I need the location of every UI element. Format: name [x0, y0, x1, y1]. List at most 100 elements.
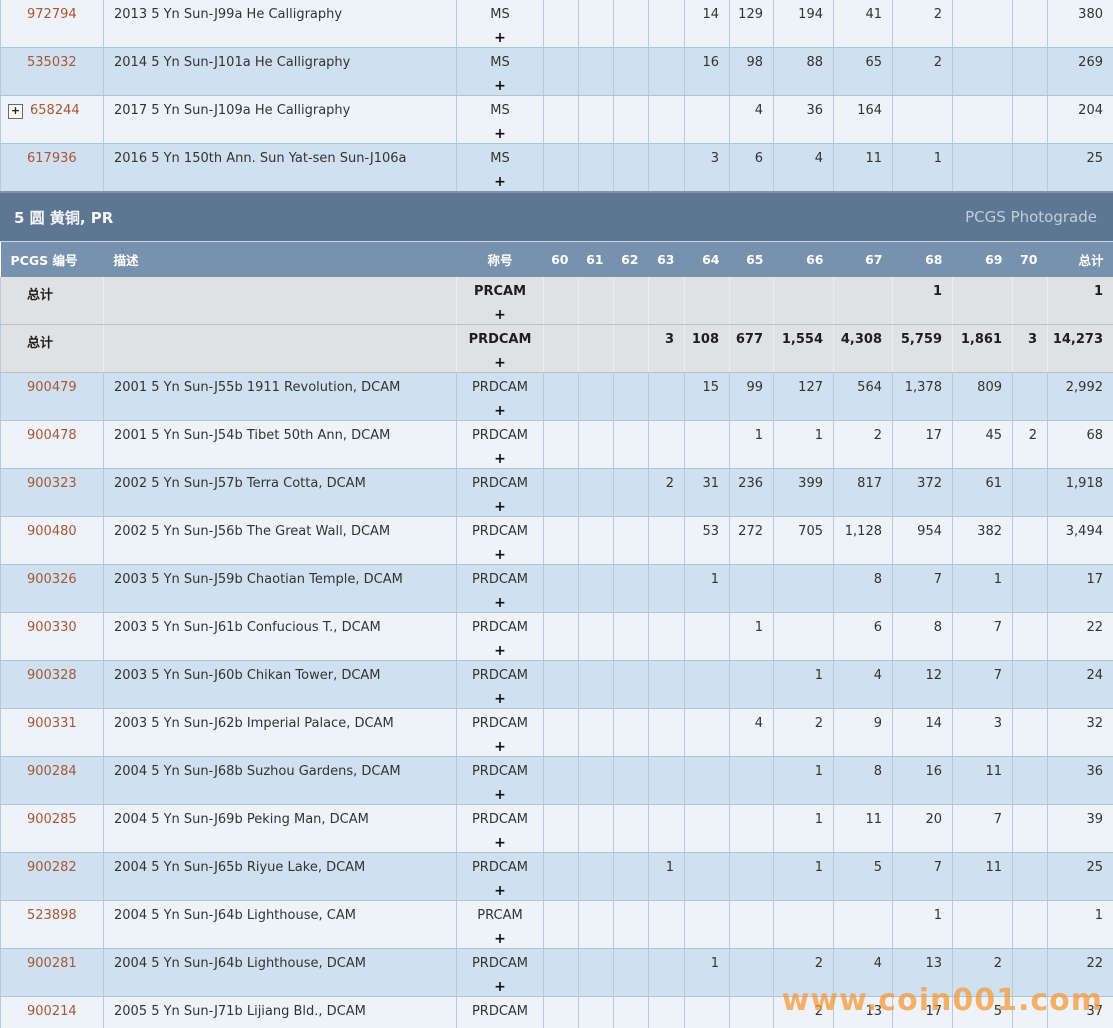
pcgs-number-link[interactable]: 900330 — [27, 620, 77, 635]
table-row: 900330 2003 5 Yn Sun-J61b Confucious T., … — [0, 612, 1113, 661]
grade-67-cell: 564 — [833, 372, 893, 421]
grade-60-cell — [543, 948, 579, 997]
pcgs-number-link[interactable]: 900284 — [27, 764, 77, 779]
grade-63-cell — [648, 372, 685, 421]
pcgs-number-link[interactable]: 658244 — [30, 103, 80, 118]
pcgs-number-link[interactable]: 617936 — [27, 151, 77, 166]
grade-67-cell: 1,128 — [833, 516, 893, 565]
grade-62-cell — [613, 660, 649, 709]
grade-70-cell — [1012, 468, 1048, 517]
description-cell: 2003 5 Yn Sun-J62b Imperial Palace, DCAM — [103, 708, 457, 757]
pcgs-photograde-link[interactable]: PCGS Photograde — [965, 208, 1097, 226]
grade-62-cell — [613, 612, 649, 661]
plus-grade-link[interactable]: + — [494, 691, 506, 707]
grade-66-cell: 127 — [773, 372, 834, 421]
plus-grade-link[interactable]: + — [494, 403, 506, 419]
expand-icon[interactable]: + — [8, 104, 23, 119]
pcgs-number-link[interactable]: 900281 — [27, 956, 77, 971]
grade-61-cell — [578, 660, 614, 709]
plus-grade-link[interactable]: + — [494, 643, 506, 659]
designation-label: PRDCAM — [471, 716, 529, 731]
plus-grade-link[interactable]: + — [494, 547, 506, 563]
table-row: 900323 2002 5 Yn Sun-J57b Terra Cotta, DC… — [0, 468, 1113, 517]
grade-69-cell: 11 — [952, 756, 1013, 805]
grade-68-cell: 12 — [892, 660, 953, 709]
pcgs-number-link[interactable]: 900326 — [27, 572, 77, 587]
grade-65-cell: 4 — [729, 95, 774, 144]
grade-66-cell: 2 — [773, 996, 834, 1028]
designation-label: PRDCAM — [471, 428, 529, 443]
row-total-cell: 1 — [1047, 900, 1113, 949]
plus-grade-link[interactable]: + — [494, 30, 506, 46]
plus-grade-link[interactable]: + — [494, 931, 506, 947]
grade-61-cell — [578, 804, 614, 853]
grade-66-cell: 1 — [773, 804, 834, 853]
designation-label: PRDCAM — [471, 860, 529, 875]
row-total-cell: 3,494 — [1047, 516, 1113, 565]
grade-63-cell — [648, 948, 685, 997]
plus-grade-link[interactable]: + — [494, 787, 506, 803]
plus-grade-link[interactable]: + — [494, 307, 506, 323]
plus-grade-link[interactable]: + — [494, 595, 506, 611]
plus-grade-link[interactable]: + — [494, 355, 506, 371]
grade-67-cell: 164 — [833, 95, 893, 144]
plus-grade-link[interactable]: + — [494, 883, 506, 899]
grade-69-cell: 809 — [952, 372, 1013, 421]
column-header-grade-67: 67 — [833, 242, 893, 277]
grade-66-cell: 1,554 — [773, 324, 834, 373]
grade-69-cell: 7 — [952, 612, 1013, 661]
grade-64-cell: 3 — [684, 143, 730, 193]
grade-64-cell: 16 — [684, 47, 730, 96]
description-cell: 2004 5 Yn Sun-J69b Peking Man, DCAM — [103, 804, 457, 853]
pcgs-number-link[interactable]: 535032 — [27, 55, 77, 70]
pcgs-number-link[interactable]: 900285 — [27, 812, 77, 827]
pcgs-number-link[interactable]: 900214 — [27, 1004, 77, 1019]
grade-64-cell — [684, 660, 730, 709]
description-cell: 2014 5 Yn Sun-J101a He Calligraphy — [103, 47, 457, 96]
pcgs-number-link[interactable]: 900479 — [27, 380, 77, 395]
plus-grade-link[interactable]: + — [494, 451, 506, 467]
pcgs-number-link[interactable]: 900331 — [27, 716, 77, 731]
grade-69-cell — [952, 277, 1013, 325]
column-header-grade-64: 64 — [684, 242, 730, 277]
pcgs-number-link[interactable]: 900282 — [27, 860, 77, 875]
plus-grade-link[interactable]: + — [494, 174, 506, 190]
pcgs-number-link[interactable]: 900478 — [27, 428, 77, 443]
plus-grade-link[interactable]: + — [494, 739, 506, 755]
table-row: 900282 2004 5 Yn Sun-J65b Riyue Lake, DCA… — [0, 852, 1113, 901]
plus-grade-link[interactable]: + — [494, 979, 506, 995]
pcgs-number-link[interactable]: 900328 — [27, 668, 77, 683]
pcgs-number-link[interactable]: 523898 — [27, 908, 77, 923]
plus-grade-link[interactable]: + — [494, 78, 506, 94]
pcgs-number-cell: +658244 — [0, 95, 104, 144]
grade-66-cell: 2 — [773, 948, 834, 997]
grade-68-cell — [892, 95, 953, 144]
grade-63-cell — [648, 47, 685, 96]
grade-69-cell: 3 — [952, 708, 1013, 757]
grade-62-cell — [613, 420, 649, 469]
grade-68-cell: 7 — [892, 852, 953, 901]
grade-65-cell: 1 — [729, 420, 774, 469]
pcgs-number-link[interactable]: 972794 — [27, 7, 77, 22]
plus-grade-link[interactable]: + — [494, 126, 506, 142]
pcgs-number-link[interactable]: 900480 — [27, 524, 77, 539]
pcgs-number-link[interactable]: 900323 — [27, 476, 77, 491]
grade-64-cell — [684, 900, 730, 949]
grade-67-cell: 9 — [833, 708, 893, 757]
grade-63-cell — [648, 277, 685, 325]
plus-grade-link[interactable]: + — [494, 835, 506, 851]
grade-61-cell — [578, 47, 614, 96]
grade-65-cell — [729, 948, 774, 997]
plus-grade-link[interactable]: + — [494, 499, 506, 515]
grade-66-cell: 1 — [773, 852, 834, 901]
grade-64-cell — [684, 996, 730, 1028]
grade-69-cell — [952, 143, 1013, 193]
grade-70-cell — [1012, 996, 1048, 1028]
grade-61-cell — [578, 996, 614, 1028]
grade-69-cell: 45 — [952, 420, 1013, 469]
grade-68-cell: 1 — [892, 143, 953, 193]
description-cell: 2002 5 Yn Sun-J56b The Great Wall, DCAM — [103, 516, 457, 565]
designation-cell: PRDCAM + — [456, 468, 544, 517]
column-header-grade-68: 68 — [892, 242, 953, 277]
grade-70-cell — [1012, 564, 1048, 613]
